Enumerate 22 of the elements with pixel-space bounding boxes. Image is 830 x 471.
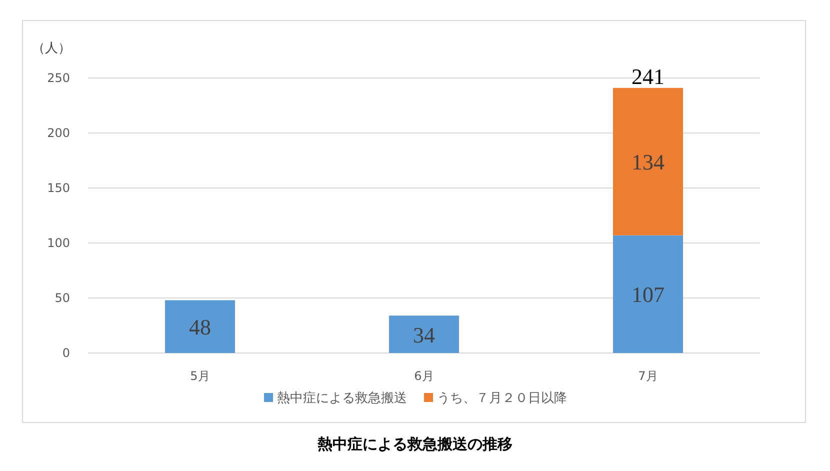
data-label: 107 [632,282,664,308]
y-axis-title: （人） [32,41,71,56]
y-tick-label: 0 [62,346,70,360]
y-tick-label: 150 [47,181,70,195]
y-tick-label: 100 [47,236,70,250]
text: 熱中症による救急搬送の推移 [316,435,512,453]
bar [613,88,683,236]
data-label: 34 [413,322,435,348]
bar [389,316,459,353]
legend-label: うち、７月２０日以降 [437,391,567,406]
bar [613,235,683,353]
y-tick-label: 50 [54,291,70,305]
legend-label: 熱中症による救急搬送 [277,391,407,406]
x-tick-label: 7月 [638,369,658,383]
x-tick-label: 6月 [414,369,434,383]
y-tick-label: 200 [47,126,70,140]
x-tick-label: 5月 [190,369,210,383]
data-label: 134 [632,150,664,175]
data-label: 48 [189,314,211,340]
y-tick-label: 250 [47,71,70,85]
bar [165,300,235,353]
total-label: 241 [632,64,664,89]
